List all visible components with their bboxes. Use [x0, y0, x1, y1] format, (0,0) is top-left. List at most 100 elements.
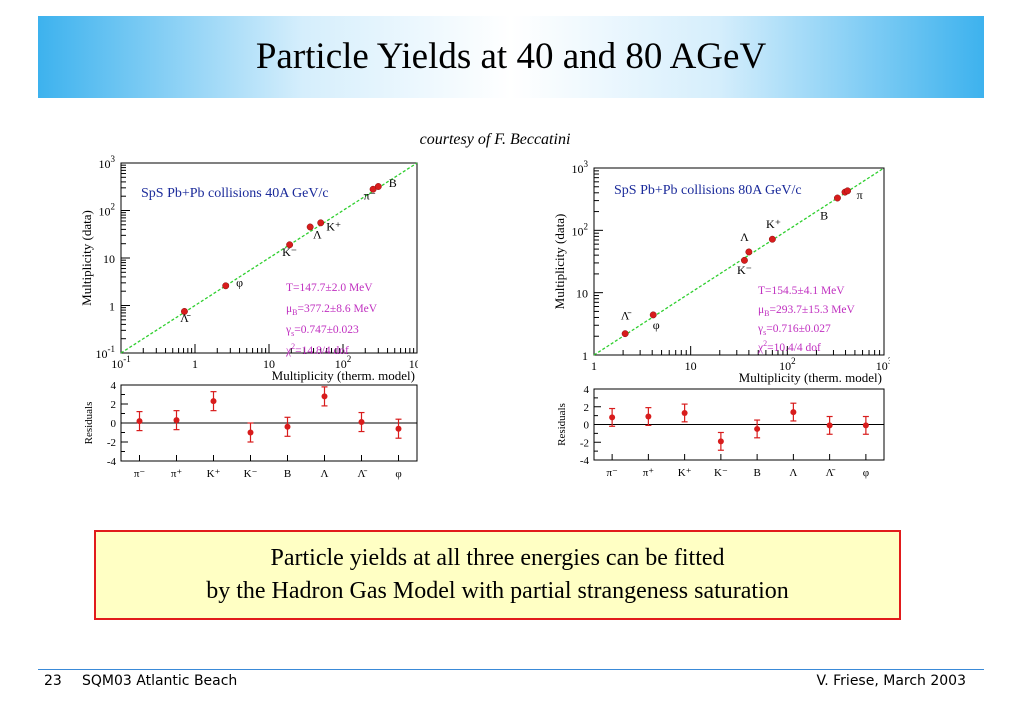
residual-y-tick-label: -4 — [580, 455, 590, 467]
residual-category-label: φ — [863, 467, 869, 479]
x-tick-label: 10 — [685, 359, 697, 373]
residual-category-label: π⁺ — [171, 468, 183, 480]
particle-label: φ — [236, 276, 243, 290]
x-axis-title: Multiplicity (therm. model) — [739, 370, 882, 385]
data-point — [621, 330, 629, 338]
y-tick-label: 10-1 — [96, 344, 116, 361]
fit-parameter: T=147.7±2.0 MeV — [286, 282, 373, 294]
particle-label: K⁺ — [326, 219, 341, 233]
x-tick-label: 1 — [591, 359, 597, 373]
y-tick-label: 102 — [572, 221, 589, 238]
x-axis-title: Multiplicity (therm. model) — [272, 368, 415, 383]
residual-y-tick-label: 4 — [111, 380, 117, 392]
particle-label: B — [389, 176, 397, 190]
y-tick-label: 10 — [103, 252, 115, 266]
residual-y-tick-label: -2 — [580, 437, 589, 449]
residual-point — [173, 417, 180, 424]
fit-parameter: χ2=14.8/4 dof — [285, 342, 349, 357]
residual-category-label: B — [284, 468, 291, 480]
residuals-axis-title: Residuals — [556, 403, 568, 446]
residual-category-label: Λ — [789, 467, 797, 479]
residual-category-label: π⁻ — [134, 468, 146, 480]
footer-page-number: 23 — [44, 673, 62, 689]
residual-point — [395, 425, 402, 432]
residual-point — [284, 423, 291, 430]
residual-point — [826, 422, 833, 429]
residual-point — [862, 422, 869, 429]
particle-label: K⁻ — [737, 263, 752, 277]
fit-parameter: T=154.5±4.1 MeV — [758, 285, 845, 297]
x-tick-label: 1 — [192, 357, 198, 371]
y-tick-label: 103 — [99, 155, 116, 171]
data-point — [649, 311, 657, 319]
chart-title: SpS Pb+Pb collisions 40A GeV/c — [141, 186, 329, 201]
residual-category-label: π⁻ — [606, 467, 618, 479]
residual-category-label: Λ̄ — [826, 467, 836, 479]
particle-label: B — [820, 208, 828, 222]
residual-category-label: K⁺ — [678, 467, 692, 479]
fit-parameter: μB=293.7±15.3 MeV — [758, 304, 856, 318]
residual-category-label: π⁺ — [643, 467, 655, 479]
data-point — [844, 187, 852, 195]
particle-label: K⁻ — [282, 245, 297, 259]
residual-point — [247, 429, 254, 436]
particle-label: Λ̄ — [621, 309, 632, 323]
footer-rule — [38, 669, 984, 670]
residual-y-tick-label: -4 — [107, 456, 117, 468]
footer-event: SQM03 Atlantic Beach — [82, 673, 238, 689]
data-point — [374, 183, 382, 190]
particle-label: K⁺ — [766, 217, 781, 231]
conclusion-line-1: Particle yields at all three energies ca… — [270, 545, 725, 571]
chart-title: SpS Pb+Pb collisions 80A GeV/c — [614, 183, 802, 198]
courtesy-note: courtesy of F. Beccatini — [419, 131, 571, 148]
residual-y-tick-label: 4 — [584, 384, 590, 396]
x-tick-label: 10-1 — [111, 354, 131, 371]
residuals-axis-title: Residuals — [83, 402, 95, 445]
particle-label: Λ — [740, 230, 749, 244]
footer-author: V. Friese, March 2003 — [816, 673, 966, 689]
residual-category-label: B — [753, 467, 760, 479]
y-tick-label: 103 — [572, 160, 589, 176]
fit-parameter: μB=377.2±8.6 MeV — [286, 303, 378, 317]
conclusion-line-2: by the Hadron Gas Model with partial str… — [206, 578, 789, 604]
y-axis-title: Multiplicity (data) — [79, 210, 94, 306]
residual-y-tick-label: 2 — [111, 399, 117, 411]
x-tick-label: 103 — [409, 354, 418, 371]
y-tick-label: 1 — [109, 300, 115, 314]
residual-category-label: φ — [395, 468, 401, 480]
data-point — [286, 241, 294, 249]
conclusion-box: Particle yields at all three energies ca… — [94, 530, 901, 620]
residual-point — [609, 414, 616, 421]
residual-point — [210, 398, 217, 405]
residual-y-tick-label: 2 — [584, 402, 590, 414]
title-banner: Particle Yields at 40 and 80 AGeV — [38, 16, 984, 98]
residual-category-label: Λ — [321, 468, 329, 480]
data-point — [745, 248, 753, 256]
plot-frame — [593, 167, 885, 356]
residual-point — [321, 393, 328, 400]
y-tick-label: 1 — [582, 349, 588, 363]
residual-category-label: K⁺ — [207, 468, 221, 480]
residual-point — [645, 413, 652, 420]
particle-label: Λ̄ — [180, 311, 191, 325]
y-axis-title: Multiplicity (data) — [552, 214, 567, 310]
fit-parameter: γs=0.716±0.027 — [757, 323, 831, 337]
data-point — [740, 256, 748, 264]
data-point — [180, 307, 188, 315]
x-tick-label: 102 — [335, 354, 352, 371]
fit-parameter: γs=0.747±0.023 — [285, 324, 359, 338]
residual-point — [358, 419, 365, 426]
particle-label: Λ — [313, 227, 322, 241]
particle-label: π — [857, 188, 863, 202]
residual-category-label: K⁻ — [244, 468, 258, 480]
residual-point — [717, 438, 724, 445]
data-point — [768, 235, 776, 243]
data-point — [222, 282, 230, 290]
residual-y-tick-label: -2 — [107, 437, 116, 449]
residual-point — [136, 418, 143, 425]
residual-y-tick-label: 0 — [111, 418, 117, 430]
residual-category-label: K⁻ — [714, 467, 728, 479]
particle-label: π⁻ — [364, 189, 376, 203]
x-tick-label: 10 — [263, 357, 275, 371]
